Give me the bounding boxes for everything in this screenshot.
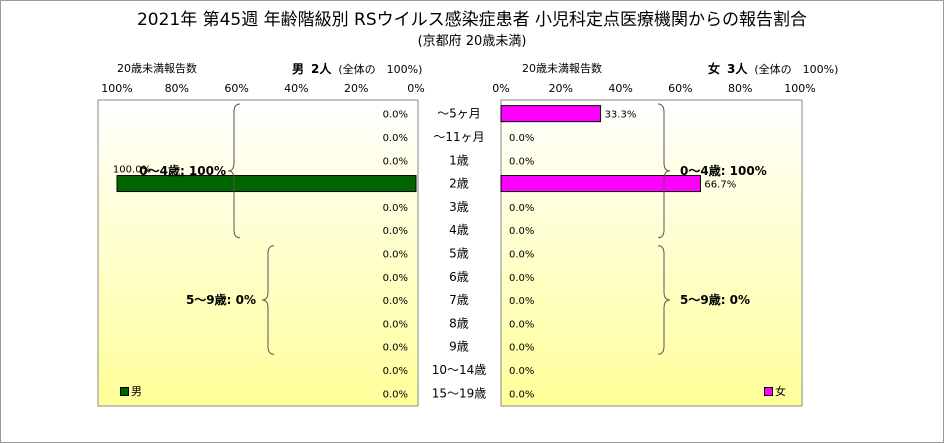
male-brace-5-9 <box>261 245 275 355</box>
female-value-label: 0.0% <box>509 389 534 400</box>
male-annotation-5-9: 5～9歳: 0% <box>186 292 256 307</box>
category-label: 3歳 <box>449 200 469 214</box>
male-value-label: 0.0% <box>383 319 408 330</box>
male-share-note: (全体の 100%) <box>338 63 423 76</box>
female-header: 女 3人 (全体の 100%) <box>708 60 838 77</box>
chart-subtitle: (京都府 20歳未満) <box>417 34 527 49</box>
male-plot-area <box>97 99 419 407</box>
male-legend-label: 男 <box>131 385 142 398</box>
female-axis-tick: 60% <box>668 82 692 95</box>
category-label: 2歳 <box>449 177 469 191</box>
female-value-label: 0.0% <box>509 319 534 330</box>
female-value-label: 0.0% <box>509 273 534 284</box>
male-value-label: 0.0% <box>383 366 408 377</box>
male-legend-swatch <box>120 386 129 396</box>
male-value-label: 0.0% <box>383 156 408 167</box>
category-label: 9歳 <box>449 340 469 354</box>
male-value-label: 0.0% <box>383 389 408 400</box>
female-annotation-5-9: 5～9歳: 0% <box>680 292 750 307</box>
female-legend: 女 <box>764 383 786 399</box>
female-value-label: 0.0% <box>509 296 534 307</box>
male-value-label: 0.0% <box>383 296 408 307</box>
category-label: 5歳 <box>449 246 469 260</box>
chart-title: 2021年 第45週 年齢階級別 RSウイルス感染症患者 小児科定点医療機関から… <box>136 10 808 30</box>
female-annotation-0-4: 0～4歳: 100% <box>680 163 767 178</box>
category-label: 6歳 <box>449 270 469 284</box>
male-header: 男 2人 (全体の 100%) <box>292 60 422 77</box>
female-value-label: 0.0% <box>509 249 534 260</box>
female-axis-tick: 100% <box>784 82 815 95</box>
male-value-label: 0.0% <box>383 343 408 354</box>
male-axis-tick: 60% <box>224 82 248 95</box>
male-count: 2人 <box>311 62 332 76</box>
female-sex-label: 女 <box>708 62 721 76</box>
category-label: 7歳 <box>449 293 469 307</box>
category-label: 1歳 <box>449 153 469 167</box>
male-axis-tick: 80% <box>165 82 189 95</box>
female-axis-tick: 0% <box>492 82 509 95</box>
female-axis-tick: 80% <box>728 82 752 95</box>
female-value-label: 66.7% <box>704 180 736 191</box>
male-value-label: 0.0% <box>383 226 408 237</box>
female-value-label: 0.0% <box>509 226 534 237</box>
male-value-label: 0.0% <box>383 249 408 260</box>
category-label: 10～14歳 <box>432 363 487 377</box>
category-label: 15～19歳 <box>432 386 487 400</box>
male-value-label: 0.0% <box>383 273 408 284</box>
male-axis-tick: 0% <box>407 82 424 95</box>
female-bar <box>500 175 701 193</box>
male-axis-tick: 100% <box>101 82 132 95</box>
female-share-note: (全体の 100%) <box>754 63 839 76</box>
female-legend-label: 女 <box>775 385 786 398</box>
female-plot-area <box>500 99 803 407</box>
female-count-label: 20歳未満報告数 <box>522 62 602 75</box>
female-axis-tick: 40% <box>608 82 632 95</box>
female-value-label: 0.0% <box>509 343 534 354</box>
female-value-label: 0.0% <box>509 203 534 214</box>
male-sex-label: 男 <box>292 62 305 76</box>
category-label: 4歳 <box>449 223 469 237</box>
female-legend-swatch <box>764 386 773 396</box>
male-legend: 男 <box>120 383 142 399</box>
female-value-label: 0.0% <box>509 156 534 167</box>
male-value-label: 0.0% <box>383 133 408 144</box>
female-axis-tick: 20% <box>549 82 573 95</box>
male-axis-tick: 40% <box>284 82 308 95</box>
male-count-label: 20歳未満報告数 <box>117 62 197 75</box>
category-label: ～11ヶ月 <box>433 130 484 144</box>
category-label: 8歳 <box>449 316 469 330</box>
female-value-label: 0.0% <box>509 366 534 377</box>
male-bar <box>116 175 417 193</box>
female-value-label: 0.0% <box>509 133 534 144</box>
female-bar <box>500 105 602 123</box>
female-brace-0-4 <box>657 103 671 239</box>
male-value-label: 0.0% <box>383 203 408 214</box>
male-value-label: 0.0% <box>383 110 408 121</box>
male-brace-0-4 <box>227 103 241 239</box>
male-axis-tick: 20% <box>344 82 368 95</box>
male-annotation-0-4: 0～4歳: 100% <box>139 163 226 178</box>
female-brace-5-9 <box>657 245 671 355</box>
female-count: 3人 <box>727 62 748 76</box>
male-value-label: 100.0% <box>113 165 151 176</box>
female-value-label: 33.3% <box>605 110 637 121</box>
category-label: ～5ヶ月 <box>437 107 481 121</box>
